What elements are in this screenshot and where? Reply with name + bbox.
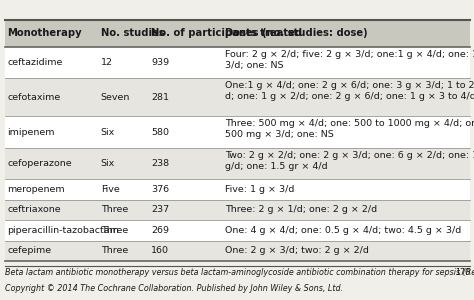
Text: 376: 376 [151, 185, 169, 194]
Text: One: 2 g × 3/d; two: 2 g × 2/d: One: 2 g × 3/d; two: 2 g × 2/d [226, 246, 369, 255]
Bar [5, 47, 470, 78]
Text: piperacillin-tazobactam: piperacillin-tazobactam [8, 226, 119, 235]
Text: 160: 160 [151, 246, 169, 255]
Text: Copyright © 2014 The Cochrane Collaboration. Published by John Wiley & Sons, Ltd: Copyright © 2014 The Cochrane Collaborat… [5, 284, 343, 293]
Text: Four: 2 g × 2/d; five: 2 g × 3/d; one:1 g × 4/d; one: 1 g ×
3/d; one: NS: Four: 2 g × 2/d; five: 2 g × 3/d; one:1 … [226, 50, 474, 70]
Text: Three: Three [100, 226, 128, 235]
Text: Six: Six [100, 159, 115, 168]
Bar [5, 220, 470, 241]
Text: 238: 238 [151, 159, 169, 168]
Text: Six: Six [100, 128, 115, 136]
Bar [5, 78, 470, 116]
Text: Seven: Seven [100, 93, 130, 102]
Text: Three: Three [100, 246, 128, 255]
Text: No. of participants treated: No. of participants treated [151, 28, 302, 38]
Text: ceftazidime: ceftazidime [8, 58, 63, 67]
Text: Five: Five [100, 185, 119, 194]
Bar [5, 200, 470, 220]
Text: 281: 281 [151, 93, 169, 102]
Text: imipenem: imipenem [8, 128, 55, 136]
Text: 269: 269 [151, 226, 169, 235]
Bar [5, 241, 470, 261]
Text: Three: 2 g × 1/d; one: 2 g × 2/d: Three: 2 g × 1/d; one: 2 g × 2/d [226, 205, 378, 214]
Text: cefepime: cefepime [8, 246, 52, 255]
Text: One: 4 g × 4/d; one: 0.5 g × 4/d; two: 4.5 g × 3/d: One: 4 g × 4/d; one: 0.5 g × 4/d; two: 4… [226, 226, 462, 235]
Text: Beta lactam antibiotic monotherapy versus beta lactam-aminoglycoside antibiotic : Beta lactam antibiotic monotherapy versu… [5, 268, 474, 277]
Text: 170: 170 [455, 268, 470, 277]
Text: 939: 939 [151, 58, 169, 67]
Text: ceftriaxone: ceftriaxone [8, 205, 61, 214]
Bar [5, 20, 470, 47]
Text: Five: 1 g × 3/d: Five: 1 g × 3/d [226, 185, 295, 194]
Text: 237: 237 [151, 205, 169, 214]
Bar [5, 148, 470, 179]
Text: Three: Three [100, 205, 128, 214]
Text: Two: 2 g × 2/d; one: 2 g × 3/d; one: 6 g × 2/d; one: 1 to 4
g/d; one: 1.5 gr × 4: Two: 2 g × 2/d; one: 2 g × 3/d; one: 6 g… [226, 151, 474, 171]
Text: cefotaxime: cefotaxime [8, 93, 61, 102]
Bar [5, 179, 470, 200]
Text: Doses (no. studies: dose): Doses (no. studies: dose) [226, 28, 368, 38]
Text: No. studies: No. studies [100, 28, 164, 38]
Text: Monotherapy: Monotherapy [8, 28, 82, 38]
Text: One:1 g × 4/d; one: 2 g × 6/d; one: 3 g × 3/d; 1 to 2 g × 4/
d; one: 1 g × 2/d; : One:1 g × 4/d; one: 2 g × 6/d; one: 3 g … [226, 81, 474, 101]
Bar [5, 116, 470, 148]
Text: 580: 580 [151, 128, 169, 136]
Text: cefoperazone: cefoperazone [8, 159, 72, 168]
Text: meropenem: meropenem [8, 185, 65, 194]
Text: Three: 500 mg × 4/d; one: 500 to 1000 mg × 4/d; one:
500 mg × 3/d; one: NS: Three: 500 mg × 4/d; one: 500 to 1000 mg… [226, 119, 474, 140]
Text: 12: 12 [100, 58, 113, 67]
